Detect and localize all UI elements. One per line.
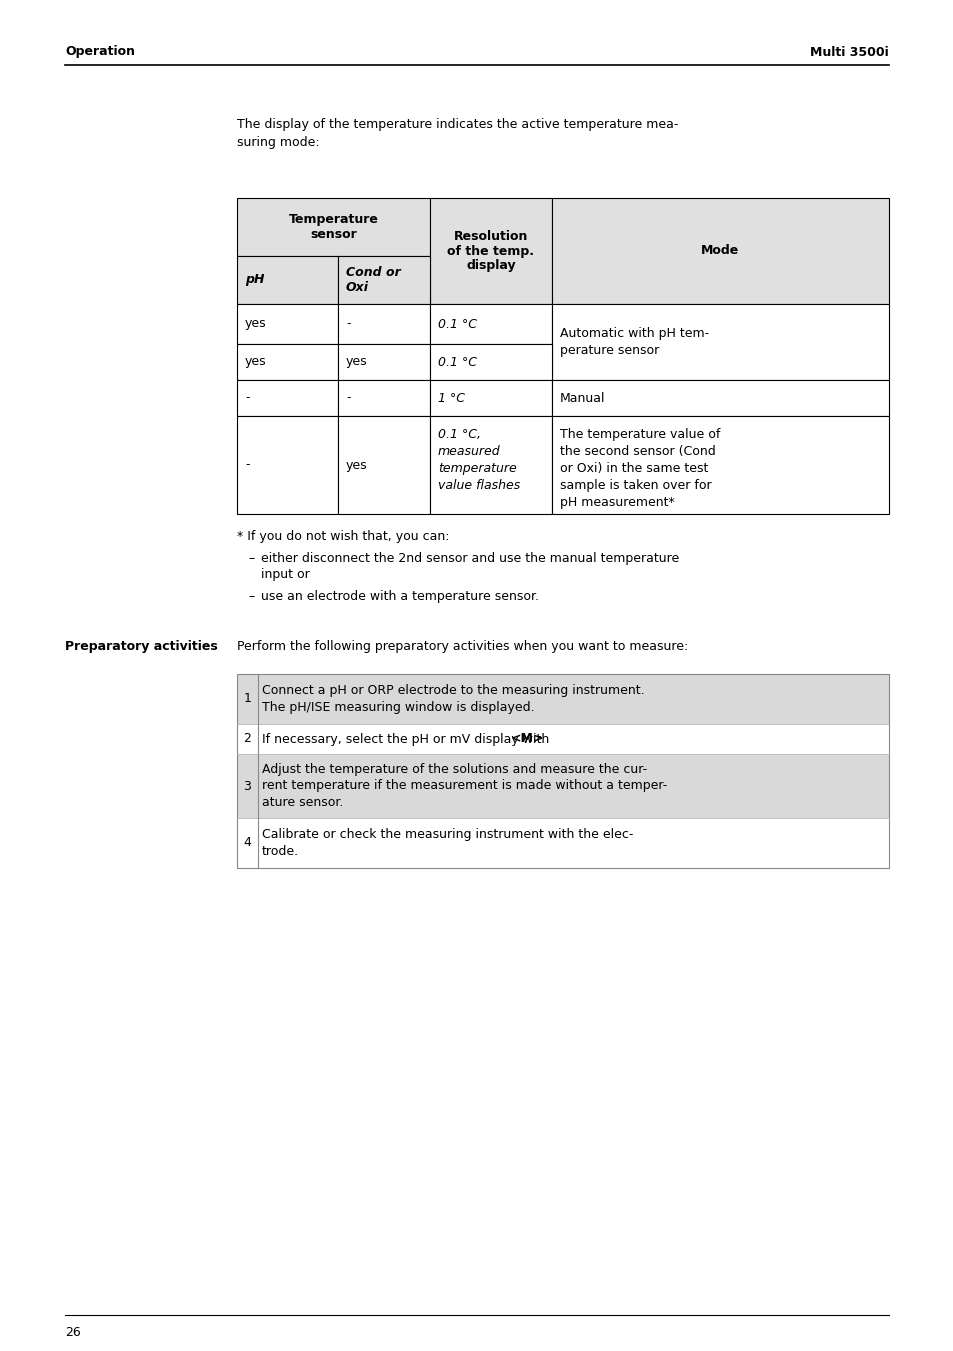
Text: Perform the following preparatory activities when you want to measure:: Perform the following preparatory activi…	[236, 640, 687, 653]
Bar	[430, 416, 552, 513]
Text: either disconnect the 2nd sensor and use the manual temperature: either disconnect the 2nd sensor and use…	[261, 553, 679, 565]
Bar	[430, 345, 552, 380]
Bar	[430, 380, 552, 416]
Text: 3: 3	[243, 780, 252, 793]
Text: -: -	[346, 392, 350, 404]
Text: 0.1 °C,
measured
temperature
value flashes: 0.1 °C, measured temperature value flash…	[437, 428, 519, 492]
Text: * If you do not wish that, you can:: * If you do not wish that, you can:	[236, 530, 449, 543]
Bar	[236, 199, 430, 255]
Text: -: -	[346, 317, 350, 331]
Text: yes: yes	[346, 458, 367, 471]
Bar	[430, 199, 552, 304]
Text: Multi 3500i: Multi 3500i	[809, 46, 888, 58]
Text: 0.1 °C: 0.1 °C	[437, 317, 476, 331]
Bar	[337, 345, 430, 380]
Text: 4: 4	[243, 836, 252, 850]
Text: If necessary, select the pH or mV display with: If necessary, select the pH or mV displa…	[262, 732, 553, 746]
Text: Calibrate or check the measuring instrument with the elec-
trode.: Calibrate or check the measuring instrum…	[262, 828, 633, 858]
Text: Temperature
sensor: Temperature sensor	[288, 213, 378, 240]
Text: 26: 26	[65, 1325, 81, 1339]
Text: 0.1 °C: 0.1 °C	[437, 355, 476, 369]
Text: 2: 2	[243, 732, 252, 746]
Bar	[552, 304, 888, 380]
Text: suring mode:: suring mode:	[236, 136, 319, 149]
Bar	[430, 304, 552, 345]
Text: input or: input or	[261, 567, 310, 581]
Bar	[552, 380, 888, 416]
Text: -: -	[245, 392, 250, 404]
Bar	[552, 416, 888, 513]
Bar	[552, 199, 888, 304]
Text: Resolution
of the temp.
display: Resolution of the temp. display	[447, 230, 534, 273]
Text: -: -	[245, 458, 250, 471]
Bar	[337, 304, 430, 345]
Bar	[236, 255, 337, 304]
Text: .: .	[532, 732, 536, 746]
Bar	[337, 380, 430, 416]
Text: Cond or
Oxi: Cond or Oxi	[346, 266, 400, 295]
Bar	[337, 416, 430, 513]
Text: –: –	[248, 590, 254, 603]
Bar	[236, 674, 888, 724]
Text: Operation: Operation	[65, 46, 135, 58]
Text: 1 °C: 1 °C	[437, 392, 464, 404]
Text: Mode: Mode	[700, 245, 739, 258]
Bar	[337, 255, 430, 304]
Bar	[236, 380, 337, 416]
Text: pH: pH	[245, 273, 264, 286]
Text: The temperature value of
the second sensor (Cond
or Oxi) in the same test
sample: The temperature value of the second sens…	[559, 428, 720, 509]
Text: yes: yes	[245, 317, 266, 331]
Text: <M>: <M>	[511, 732, 544, 746]
Bar	[236, 674, 888, 867]
Text: Adjust the temperature of the solutions and measure the cur-
rent temperature if: Adjust the temperature of the solutions …	[262, 762, 666, 809]
Text: Manual: Manual	[559, 392, 605, 404]
Text: Automatic with pH tem-
perature sensor: Automatic with pH tem- perature sensor	[559, 327, 708, 357]
Bar	[236, 817, 888, 867]
Bar	[236, 416, 337, 513]
Text: Preparatory activities: Preparatory activities	[65, 640, 217, 653]
Text: Connect a pH or ORP electrode to the measuring instrument.
The pH/ISE measuring : Connect a pH or ORP electrode to the mea…	[262, 684, 644, 713]
Bar	[236, 754, 888, 817]
Bar	[236, 304, 337, 345]
Bar	[236, 345, 337, 380]
Text: 1: 1	[243, 693, 252, 705]
Text: –: –	[248, 553, 254, 565]
Text: yes: yes	[245, 355, 266, 369]
Text: The display of the temperature indicates the active temperature mea-: The display of the temperature indicates…	[236, 118, 678, 131]
Bar	[236, 724, 888, 754]
Text: yes: yes	[346, 355, 367, 369]
Text: use an electrode with a temperature sensor.: use an electrode with a temperature sens…	[261, 590, 538, 603]
